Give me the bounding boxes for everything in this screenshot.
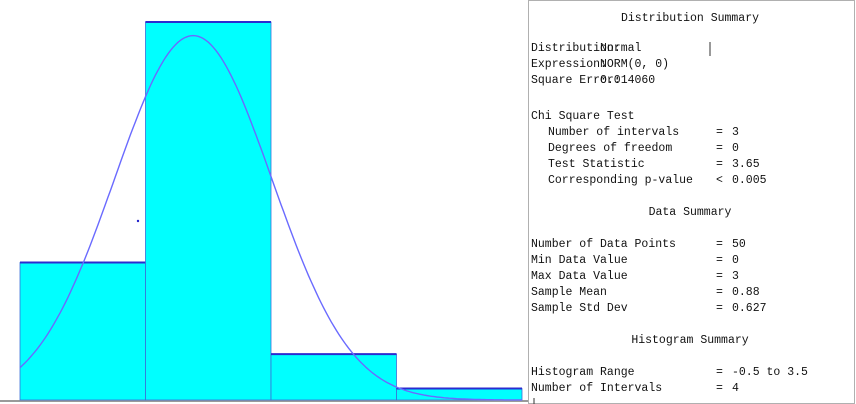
marker-dot	[136, 219, 140, 223]
section-title: Distribution Summary	[621, 12, 759, 25]
summary-relation: =	[716, 366, 723, 379]
histogram-bar	[19, 262, 146, 401]
summary-label: Sample Mean	[531, 286, 607, 299]
summary-label: Square Error:	[531, 74, 621, 87]
summary-relation: =	[716, 126, 723, 139]
summary-value: 50	[732, 238, 746, 251]
section-title: Data Summary	[649, 206, 732, 219]
histogram-bar	[270, 353, 397, 401]
summary-panel	[528, 0, 855, 404]
summary-value: -0.5 to 3.5	[732, 366, 808, 379]
summary-relation: =	[716, 382, 723, 395]
fitted-curve	[19, 34, 522, 401]
histogram-bar	[145, 21, 272, 401]
summary-label: Number of Intervals	[531, 382, 662, 395]
summary-value: 0.88	[732, 286, 760, 299]
summary-value: 0	[732, 254, 739, 267]
summary-value: Normal	[600, 42, 642, 55]
summary-relation: <	[716, 174, 723, 187]
summary-relation: =	[716, 238, 723, 251]
summary-label: Expression:	[531, 58, 607, 71]
summary-relation: =	[716, 142, 723, 155]
summary-label: Min Data Value	[531, 254, 628, 267]
summary-value: 4	[732, 382, 739, 395]
summary-label: Test Statistic	[548, 158, 645, 171]
summary-label: Number of Data Points	[531, 238, 676, 251]
summary-label: Histogram Range	[531, 366, 635, 379]
summary-relation: =	[716, 270, 723, 283]
summary-value: NORM(0, 0)	[600, 58, 669, 71]
summary-label: Max Data Value	[531, 270, 628, 283]
summary-value: 0.014060	[600, 74, 655, 87]
summary-value: 3.65	[732, 158, 760, 171]
summary-value: 0.005	[732, 174, 767, 187]
summary-relation: =	[716, 254, 723, 267]
summary-label: Number of intervals	[548, 126, 679, 139]
summary-relation: =	[716, 158, 723, 171]
summary-value: 0	[732, 142, 739, 155]
summary-relation: =	[716, 286, 723, 299]
summary-relation: =	[716, 302, 723, 315]
summary-value: 3	[732, 270, 739, 283]
summary-value: 3	[732, 126, 739, 139]
summary-label: Distribution:	[531, 42, 621, 55]
section-title: Chi Square Test	[531, 110, 635, 123]
summary-label: Sample Std Dev	[531, 302, 628, 315]
summary-value: 0.627	[732, 302, 767, 315]
summary-label: Corresponding p-value	[548, 174, 693, 187]
section-title: Histogram Summary	[631, 334, 748, 347]
summary-label: Degrees of freedom	[548, 142, 672, 155]
